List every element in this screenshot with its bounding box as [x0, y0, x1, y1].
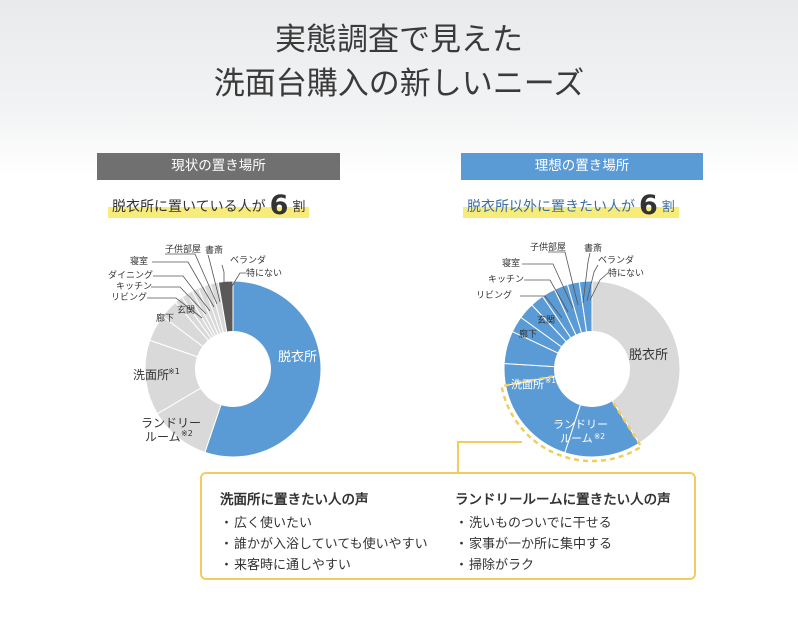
right-label-living: リビング — [476, 289, 512, 301]
senmenjo-voices: 洗面所に置きたい人の声 ・広く使いたい ・誰かが入浴していても使いやすい ・来客… — [220, 488, 428, 576]
laundry-voices: ランドリールームに置きたい人の声 ・洗いものついでに干せる ・家事が一か所に集中… — [455, 488, 671, 576]
left-label-laundry-note: ※2 — [181, 429, 193, 438]
left-label-senmenjo: 洗面所 — [133, 368, 169, 382]
right-label-kodomo: 子供部屋 — [530, 241, 566, 253]
laundry-voice-item: ・家事が一か所に集中する — [455, 534, 671, 555]
senmenjo-voice-item: ・誰かが入浴していても使いやすい — [220, 534, 428, 555]
left-label-tokuni: 特にない — [246, 267, 282, 279]
right-label-genkan: 玄関 — [537, 314, 555, 326]
left-label-genkan: 玄関 — [177, 304, 195, 316]
laundry-voice-item: ・洗いものついでに干せる — [455, 513, 671, 534]
leader-r-shinshitsu — [522, 263, 574, 309]
bullet: ・ — [220, 537, 234, 552]
left-label-kodomo: 子供部屋 — [165, 243, 201, 255]
highlight-dashed-arc — [500, 375, 644, 463]
laundry-voice-item: ・掃除がラク — [455, 555, 671, 576]
senmenjo-voice-text: 広く使いたい — [234, 516, 313, 531]
bullet: ・ — [220, 516, 234, 531]
leader-shosai — [207, 254, 221, 303]
right-label-laundry-1: ランドリー — [553, 418, 608, 431]
leader-living — [147, 297, 203, 319]
right-leader-lines — [520, 251, 610, 319]
leader-r-kitchen — [524, 279, 569, 313]
leader-shinshitsu — [152, 261, 215, 308]
leader-kitchen — [151, 286, 207, 315]
left-label-shinshitsu: 寝室 — [130, 255, 148, 267]
left-label-senmenjo-note: ※1 — [168, 367, 180, 376]
laundry-voice-text: 洗いものついでに干せる — [469, 516, 612, 531]
leader-veranda — [221, 264, 225, 300]
leader-r-veranda — [586, 264, 599, 302]
left-label-laundry-2: ルーム — [145, 430, 181, 444]
right-panel-title: 理想の置き場所 — [461, 153, 703, 180]
left-donut-hole — [195, 331, 271, 407]
leader-tokuni — [228, 272, 246, 292]
right-label-senmenjo: 洗面所 — [511, 378, 544, 391]
senmenjo-voice-item: ・来客時に通しやすい — [220, 555, 428, 576]
right-label-datsuijo: 脱衣所 — [629, 347, 668, 363]
left-label-living: リビング — [111, 291, 147, 303]
leader-r-shosai — [582, 252, 591, 304]
senmenjo-voice-text: 誰かが入浴していても使いやすい — [234, 537, 428, 552]
senmenjo-voice-item: ・広く使いたい — [220, 513, 428, 534]
right-donut-hole — [554, 331, 630, 407]
left-label-datsuijo: 脱衣所 — [278, 349, 317, 365]
leader-r-living — [520, 295, 563, 319]
right-label-roka: 廊下 — [519, 328, 537, 340]
laundry-voice-text: 掃除がラク — [469, 558, 535, 573]
bullet: ・ — [220, 558, 234, 573]
page-title: 実態調査で見えた 洗面台購入の新しいニーズ — [0, 18, 798, 106]
bullet: ・ — [455, 516, 469, 531]
left-label-veranda: ベランダ — [230, 254, 266, 266]
senmenjo-voice-text: 来客時に通しやすい — [234, 558, 351, 573]
left-stat: 脱衣所に置いている人が 6 割 — [108, 190, 310, 222]
title-line-2: 洗面台購入の新しいニーズ — [213, 66, 585, 102]
left-label-laundry-1: ランドリー — [141, 416, 201, 430]
left-leader-lines — [147, 253, 246, 319]
left-stat-prefix: 脱衣所に置いている人が — [112, 199, 266, 215]
right-label-shosai: 書斎 — [584, 242, 602, 254]
left-slice-2 — [144, 339, 235, 415]
leader-r-tokuni — [589, 271, 610, 301]
left-stat-suffix: 割 — [292, 200, 306, 215]
left-label-kitchen: キッチン — [116, 281, 152, 292]
callout-connector-line — [457, 441, 522, 474]
right-label-laundry-2: ルーム — [560, 432, 593, 445]
leader-kodomo — [165, 253, 218, 305]
laundry-voice-text: 家事が一か所に集中する — [469, 537, 613, 552]
bullet: ・ — [455, 537, 469, 552]
senmenjo-voices-heading: 洗面所に置きたい人の声 — [220, 492, 369, 508]
title-line-1: 実態調査で見えた — [275, 22, 523, 58]
right-stat-prefix: 脱衣所以外に置きたい人が — [467, 199, 635, 215]
left-panel-title: 現状の置き場所 — [97, 153, 340, 180]
right-stat-number: 6 — [639, 190, 658, 221]
right-label-kitchen: キッチン — [488, 274, 524, 285]
right-label-tokuni: 特にない — [608, 267, 644, 279]
right-label-shinshitsu: 寝室 — [502, 257, 520, 269]
bullet: ・ — [455, 558, 469, 573]
voices-callout-box: 洗面所に置きたい人の声 ・広く使いたい ・誰かが入浴していても使いやすい ・来客… — [200, 472, 696, 580]
left-stat-number: 6 — [269, 190, 289, 221]
left-label-roka: 廊下 — [156, 312, 174, 324]
right-stat: 脱衣所以外に置きたい人が 6 割 — [463, 190, 679, 222]
laundry-voices-heading: ランドリールームに置きたい人の声 — [455, 492, 671, 508]
right-slice-1 — [564, 367, 640, 458]
left-label-dining: ダイニング — [108, 269, 153, 281]
leader-dining — [153, 275, 211, 312]
right-stat-suffix: 割 — [661, 200, 675, 215]
right-label-laundry-note: ※2 — [594, 432, 605, 441]
right-label-veranda: ベランダ — [598, 254, 634, 266]
left-label-shosai: 書斎 — [205, 244, 223, 256]
right-label-senmenjo-note: ※1 — [545, 376, 556, 385]
leader-r-kodomo — [548, 251, 579, 306]
